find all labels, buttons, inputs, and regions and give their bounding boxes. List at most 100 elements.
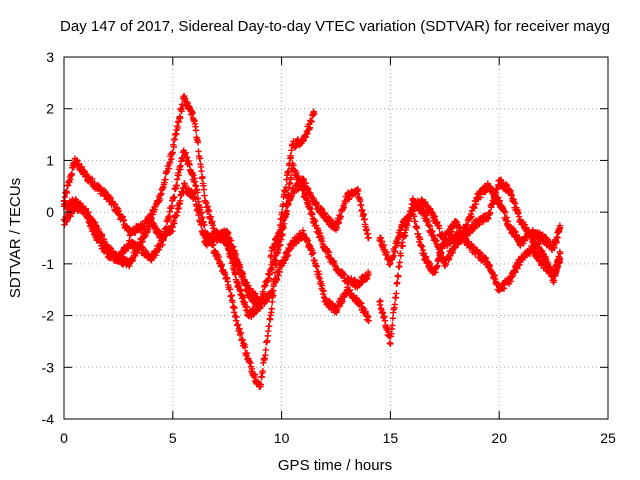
- data-point: [210, 241, 217, 249]
- data-point: [420, 249, 428, 257]
- data-point: [387, 340, 394, 348]
- data-point: [195, 209, 203, 216]
- data-point: [126, 262, 133, 270]
- data-point: [287, 154, 295, 161]
- data-point: [171, 220, 178, 227]
- data-point: [257, 381, 265, 388]
- data-point: [389, 315, 397, 322]
- data-point: [477, 250, 484, 257]
- data-point: [365, 317, 372, 324]
- data-point: [194, 139, 202, 146]
- data-point: [335, 219, 343, 226]
- y-tick-label: 2: [46, 101, 54, 117]
- y-tick-label: 3: [46, 49, 54, 65]
- data-point: [174, 124, 181, 132]
- chart-title: Day 147 of 2017, Sidereal Day-to-day VTE…: [60, 18, 610, 35]
- data-point: [199, 173, 206, 181]
- series-arc-3: [60, 160, 372, 311]
- data-point: [426, 223, 434, 230]
- data-point: [169, 149, 176, 156]
- data-point: [177, 114, 184, 122]
- data-point: [503, 214, 510, 221]
- data-point: [241, 344, 249, 351]
- x-tick-label: 20: [491, 430, 507, 446]
- y-tick-label: -2: [42, 308, 55, 324]
- data-point: [377, 234, 385, 242]
- data-point: [384, 324, 391, 331]
- x-tick-label: 0: [60, 430, 68, 446]
- data-point: [389, 322, 396, 329]
- data-point: [318, 206, 326, 213]
- data-point: [365, 271, 372, 278]
- data-point: [377, 297, 384, 305]
- data-point: [434, 262, 441, 269]
- data-point: [239, 292, 246, 300]
- data-point: [304, 130, 311, 137]
- data-point: [229, 298, 236, 306]
- data-point: [359, 206, 366, 213]
- data-point: [320, 287, 327, 295]
- data-point: [284, 251, 292, 259]
- data-point: [399, 242, 406, 250]
- data-point: [431, 213, 439, 220]
- data-point: [304, 237, 312, 244]
- series-arc-2: [60, 108, 318, 391]
- data-point: [299, 227, 307, 234]
- data-point: [192, 195, 199, 203]
- data-point: [308, 118, 315, 125]
- series-arc-4: [224, 227, 372, 324]
- data-point: [413, 225, 421, 232]
- data-point: [292, 143, 299, 151]
- data-point: [448, 228, 455, 235]
- data-point: [510, 198, 518, 206]
- data-point: [234, 321, 242, 328]
- data-point: [237, 329, 245, 337]
- series-arc-1: [60, 92, 264, 307]
- data-point: [365, 234, 372, 242]
- data-point: [79, 202, 86, 210]
- data-point: [383, 248, 391, 256]
- data-point: [245, 282, 252, 289]
- data-point: [403, 220, 410, 227]
- data-point: [425, 222, 433, 229]
- data-point: [226, 286, 234, 293]
- data-point: [229, 258, 236, 265]
- data-point: [490, 200, 497, 208]
- data-point: [512, 268, 519, 276]
- data-point: [182, 149, 189, 156]
- y-axis-label: SDTVAR / TECUs: [7, 178, 24, 298]
- x-tick-label: 15: [383, 430, 399, 446]
- data-point: [226, 248, 234, 255]
- x-tick-label: 5: [169, 430, 177, 446]
- data-point: [547, 266, 554, 273]
- data-point: [472, 200, 480, 208]
- data-point: [287, 174, 295, 181]
- data-point: [224, 240, 232, 248]
- data-point: [306, 124, 313, 131]
- data-point: [259, 367, 267, 375]
- data-point: [198, 168, 205, 175]
- data-point: [402, 232, 409, 239]
- data-point: [379, 309, 387, 316]
- data-point: [358, 300, 365, 307]
- data-point: [181, 95, 189, 102]
- data-point: [500, 208, 508, 215]
- data-point: [279, 223, 286, 231]
- data-point: [162, 176, 169, 183]
- data-point: [456, 224, 464, 232]
- data-point: [551, 244, 558, 252]
- data-point: [155, 227, 163, 235]
- data-point: [487, 209, 494, 217]
- data-point: [395, 273, 402, 280]
- data-point: [228, 254, 235, 261]
- data-point: [426, 260, 434, 267]
- data-point: [482, 255, 490, 262]
- data-point: [420, 207, 428, 215]
- data-point: [111, 200, 119, 208]
- data-point: [511, 200, 519, 207]
- data-point: [390, 252, 397, 259]
- data-point: [175, 172, 182, 179]
- data-point: [207, 213, 215, 220]
- data-point: [501, 209, 509, 216]
